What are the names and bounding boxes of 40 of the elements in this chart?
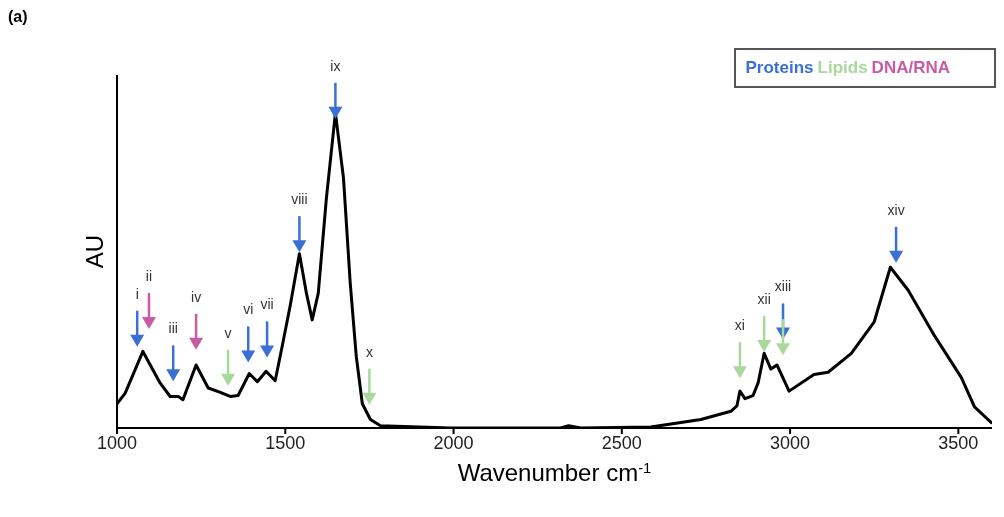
x-tick-label: 2000 [433,432,474,453]
annotation: iv [191,288,202,305]
text: DNA/RNA [871,58,950,77]
text: Lipids [817,58,868,77]
annotation: ix [330,57,341,74]
point [757,340,772,353]
annotation: i [135,285,139,302]
point [141,317,156,330]
annotation: xiv [887,201,905,218]
annotation: v [224,324,232,341]
chart-title: (a) [8,8,28,26]
x-tick-label: 1500 [265,432,306,453]
point [130,334,145,347]
x-tick-label: 1000 [96,432,138,453]
x-tick-label: 3000 [770,432,811,453]
point [241,350,256,363]
annotation: vi [243,301,254,318]
annotation: x [365,343,373,360]
point [889,250,904,263]
x-tick-label: 2500 [601,432,642,453]
point [328,106,343,119]
annotation: xiii [774,278,792,295]
y-axis-title: AU [81,234,108,269]
annotation: iii [168,320,178,337]
x-tick-label: 3500 [938,432,979,453]
point [732,366,747,379]
point [189,337,204,350]
point [166,369,181,382]
annotation: xii [757,291,771,308]
annotation: xi [734,317,745,334]
point [362,392,377,405]
point [221,373,236,386]
point [292,240,307,253]
point [776,343,791,356]
annotation: vii [260,296,274,313]
point [260,345,275,358]
annotation: ii [145,268,153,285]
annotation: viii [291,191,308,208]
text: Proteins [745,58,814,77]
x-axis-title: Wavenumber cm$^{-1}$ [457,459,652,486]
